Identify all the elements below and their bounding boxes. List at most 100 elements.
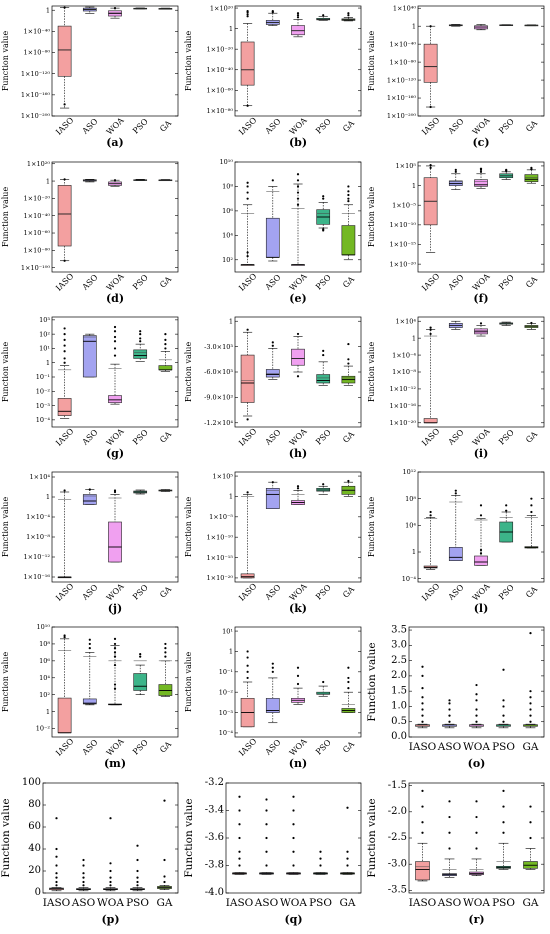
- outlier-point: [530, 510, 533, 514]
- y-tick-label: 1×10⁻⁴: [26, 513, 50, 521]
- panel-label: (e): [289, 292, 306, 305]
- outlier-point: [529, 702, 532, 705]
- chart-svg: 10⁻⁴ 10⁻³ 10⁻² 10⁻¹ 1 10¹ 10² 10³ Function value…: [1, 316, 179, 460]
- y-axis-label: Function value: [1, 187, 10, 248]
- category-label: ASO: [446, 272, 466, 292]
- outlier-point: [136, 858, 139, 862]
- outlier-point: [246, 664, 249, 667]
- box-iaso: [240, 650, 255, 728]
- box-body: [57, 398, 72, 416]
- category-label: GA: [341, 119, 356, 134]
- box-body: [158, 365, 173, 371]
- y-tick-label: 1×10⁻¹⁶: [24, 573, 51, 581]
- y-tick-label: 1.0: [391, 701, 407, 712]
- chart-panel-o: 0.0 0.5 1.0 1.5 2.0 2.5 3.0 3.5 Function value IA…: [366, 621, 549, 775]
- outlier-point: [265, 823, 268, 826]
- outlier-point: [55, 847, 58, 851]
- y-tick-label: 10¹⁰: [37, 623, 51, 631]
- chart-svg: 10⁻⁴ 1 10⁴ 10⁸ 10¹² Function value IASO ASO WOA P…: [367, 468, 545, 615]
- panel-label: (q): [284, 913, 302, 926]
- category-label: GA: [158, 585, 173, 600]
- category-label: GA: [523, 741, 539, 753]
- y-axis-label: Function value: [1, 342, 10, 403]
- y-tick-label: -3.6: [205, 832, 224, 843]
- y-tick-label: -4.0: [205, 887, 224, 898]
- box-body: [82, 698, 97, 705]
- panel-label: (c): [472, 136, 489, 149]
- outlier-point: [63, 178, 66, 181]
- box-iaso: [423, 510, 438, 570]
- box-aso: [265, 341, 280, 380]
- box-aso: [448, 489, 463, 561]
- outlier-point: [113, 325, 117, 329]
- outlier-point: [246, 670, 249, 673]
- outlier-point: [347, 342, 350, 346]
- outlier-point: [502, 789, 505, 792]
- outlier-point: [322, 228, 325, 231]
- outlier-point: [347, 12, 350, 15]
- chart-panel-c: 1×10⁻²⁰⁰ 1×10⁻¹⁶⁰ 1×10⁻¹²⁰ 1×10⁻⁸⁰ 1×10⁻⁴⁰ 1 1…: [366, 0, 549, 154]
- outlier-point: [529, 720, 532, 723]
- box-woa: [474, 24, 488, 31]
- y-tick-label: 1×10⁻²⁰: [390, 260, 417, 268]
- y-tick-label: 10⁻²: [219, 688, 234, 696]
- box-ga: [523, 632, 538, 729]
- outlier-point: [347, 358, 350, 361]
- outlier-point: [238, 795, 241, 798]
- outlier-point: [163, 858, 166, 862]
- outlier-point: [475, 800, 478, 803]
- box-iaso: [423, 164, 438, 253]
- outlier-point: [246, 676, 249, 680]
- y-tick-label: 1×10⁴: [396, 317, 417, 325]
- y-tick-label: -3.5: [388, 885, 407, 896]
- y-tick-label: -1.5: [388, 780, 407, 791]
- y-tick-label: -3.0: [388, 858, 407, 869]
- outlier-point: [429, 514, 432, 517]
- box-iaso: [240, 10, 255, 107]
- y-tick-label: 1×10⁻⁶⁰: [207, 86, 234, 94]
- category-label: WOA: [105, 272, 126, 293]
- outlier-point: [448, 800, 451, 803]
- category-label: WOA: [471, 582, 492, 603]
- outlier-point: [164, 347, 167, 350]
- plot-frame: [417, 5, 545, 117]
- box-pso: [499, 321, 514, 326]
- outlier-point: [479, 514, 483, 517]
- y-tick-label: 1.5: [391, 685, 407, 696]
- outlier-point: [246, 255, 249, 258]
- box-ga: [158, 642, 173, 697]
- category-label: ASO: [446, 427, 466, 447]
- box-body: [240, 41, 255, 86]
- outlier-point: [448, 815, 451, 819]
- y-tick-label: -3.4: [205, 805, 224, 816]
- outlier-point: [429, 328, 432, 331]
- outlier-point: [63, 103, 66, 106]
- box-ga: [524, 321, 539, 330]
- outlier-point: [136, 869, 139, 873]
- category-label: GA: [157, 897, 173, 909]
- y-tick-label: 100: [22, 777, 41, 788]
- box-body: [57, 697, 72, 734]
- category-label: ASO: [80, 737, 100, 757]
- y-tick-label: 1: [46, 493, 50, 501]
- y-tick-label: 3.0: [391, 640, 407, 651]
- outlier-point: [421, 789, 424, 792]
- y-tick-label: 1×10²⁰: [210, 4, 233, 12]
- category-label: PSO: [131, 738, 150, 757]
- chart-svg: 1×10⁻⁸⁰ 1×10⁻⁶⁰ 1×10⁻⁴⁰ 1×10⁻²⁰ 1 1×10²⁰ Funct…: [184, 4, 362, 149]
- y-axis-label: Function value: [184, 497, 193, 558]
- outlier-point: [322, 483, 325, 486]
- y-tick-label: 60: [28, 821, 41, 832]
- outlier-point: [246, 15, 249, 18]
- chart-panel-d: 1×10⁻¹⁰⁰ 1×10⁻⁸⁰ 1×10⁻⁶⁰ 1×10⁻⁴⁰ 1×10⁻²⁰ 1 1×1…: [0, 156, 183, 310]
- y-tick-label: 1×10⁻¹⁶⁰: [387, 94, 416, 102]
- outlier-point: [322, 349, 325, 352]
- box-iaso: [423, 25, 438, 109]
- outlier-point: [296, 485, 300, 488]
- box-iaso: [57, 178, 72, 262]
- box-body: [474, 555, 488, 566]
- category-label: PSO: [314, 583, 333, 602]
- outlier-point: [347, 185, 350, 188]
- category-label: IASO: [237, 426, 259, 448]
- category-label: GA: [523, 897, 539, 909]
